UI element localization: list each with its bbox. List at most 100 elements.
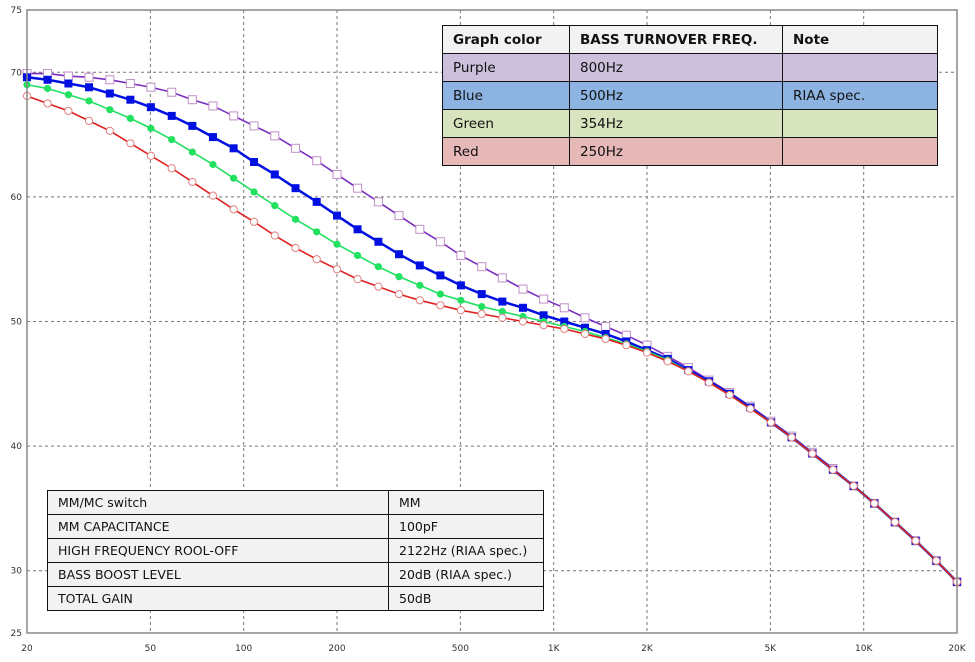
data-point xyxy=(312,255,321,264)
data-point xyxy=(373,197,383,207)
data-point xyxy=(518,284,528,294)
data-point xyxy=(456,281,465,290)
data-point xyxy=(622,341,631,350)
axis-ticks: 20 50 100 200 500 1K 2K 5K 10K 20K 25 30 40 50 60 70 75 xyxy=(11,6,967,654)
data-point xyxy=(291,243,300,253)
data-point xyxy=(249,217,259,226)
data-point xyxy=(457,296,465,304)
data-point xyxy=(332,169,342,179)
data-point xyxy=(601,321,611,331)
x-tick-label: 500 xyxy=(452,644,469,654)
data-point xyxy=(168,135,176,144)
data-point xyxy=(415,224,425,234)
data-point xyxy=(395,273,403,281)
y-tick-label: 30 xyxy=(11,567,23,577)
data-point xyxy=(146,82,156,92)
x-tick-label: 20 xyxy=(21,644,33,654)
spec-row: TOTAL GAIN 50dB xyxy=(47,586,544,611)
data-point xyxy=(539,311,548,320)
legend-freq: 500Hz xyxy=(569,81,783,110)
data-point xyxy=(477,262,487,272)
data-point xyxy=(250,158,259,167)
data-point xyxy=(663,357,672,366)
data-point xyxy=(229,205,238,214)
data-point xyxy=(787,433,796,442)
data-point xyxy=(415,296,424,305)
data-point xyxy=(270,170,279,179)
data-point xyxy=(64,91,72,99)
legend-note xyxy=(782,137,938,166)
legend-row-blue: Blue 500Hz RIAA spec. xyxy=(442,81,938,110)
data-point xyxy=(271,202,279,210)
series-hollow-circle xyxy=(22,91,962,587)
legend-header-note: Note xyxy=(782,25,938,54)
data-point xyxy=(43,75,52,84)
data-point xyxy=(395,250,404,259)
series-line xyxy=(26,95,958,583)
data-point xyxy=(684,367,693,376)
spec-value: MM xyxy=(388,490,544,515)
x-tick-label: 200 xyxy=(328,644,345,654)
spec-row: MM CAPACITANCE 100pF xyxy=(47,514,544,539)
x-tick-label: 50 xyxy=(145,644,157,654)
data-point xyxy=(353,251,362,260)
x-tick-label: 2K xyxy=(641,644,654,654)
spec-table: MM/MC switch MM MM CAPACITANCE 100pF HIG… xyxy=(47,490,544,611)
spec-value: 2122Hz (RIAA spec.) xyxy=(388,538,544,563)
data-point xyxy=(332,265,342,274)
data-point xyxy=(84,72,94,82)
data-point xyxy=(85,83,94,92)
data-point xyxy=(167,111,176,120)
data-point xyxy=(518,317,528,326)
data-point xyxy=(477,309,486,319)
spec-value: 50dB xyxy=(388,586,544,611)
spec-value: 100pF xyxy=(388,514,544,539)
data-point xyxy=(250,188,258,196)
spec-label: TOTAL GAIN xyxy=(47,586,389,611)
data-point xyxy=(167,87,177,97)
spec-row: HIGH FREQUENCY ROOL-OFF 2122Hz (RIAA spe… xyxy=(47,538,544,563)
data-point xyxy=(167,164,176,173)
data-point xyxy=(498,307,506,316)
spec-label: BASS BOOST LEVEL xyxy=(47,562,389,587)
data-point xyxy=(560,317,569,326)
data-point xyxy=(85,97,93,105)
data-point xyxy=(43,84,52,93)
data-point xyxy=(539,294,549,304)
data-point xyxy=(146,103,155,112)
x-tick-label: 20K xyxy=(948,644,966,654)
legend-freq: 800Hz xyxy=(569,53,783,82)
data-point xyxy=(415,261,424,270)
data-point xyxy=(704,378,714,387)
data-point xyxy=(188,148,196,156)
data-point xyxy=(230,174,238,182)
data-point xyxy=(125,79,135,89)
data-point xyxy=(147,124,155,132)
data-point xyxy=(497,273,507,283)
legend-freq: 250Hz xyxy=(569,137,783,166)
legend-row-purple: Purple 800Hz xyxy=(442,53,938,82)
x-tick-label: 5K xyxy=(765,644,778,654)
spec-label: MM CAPACITANCE xyxy=(47,514,389,539)
y-tick-label: 60 xyxy=(11,193,23,203)
y-tick-label: 25 xyxy=(11,629,22,639)
data-point xyxy=(374,263,382,271)
data-point xyxy=(478,302,486,311)
data-point xyxy=(436,301,445,310)
series-group xyxy=(22,69,962,587)
data-point xyxy=(126,114,134,123)
data-point xyxy=(870,499,879,508)
x-tick-label: 1K xyxy=(548,644,561,654)
data-point xyxy=(394,289,404,299)
data-point xyxy=(270,231,279,240)
data-point xyxy=(208,133,217,142)
data-point xyxy=(560,324,569,334)
y-tick-label: 75 xyxy=(11,6,22,16)
data-point xyxy=(291,184,300,193)
data-point xyxy=(126,95,135,104)
data-point xyxy=(353,225,362,234)
legend-header-color: Graph color xyxy=(442,25,570,54)
legend-note xyxy=(782,109,938,138)
legend-row-green: Green 354Hz xyxy=(442,109,938,138)
